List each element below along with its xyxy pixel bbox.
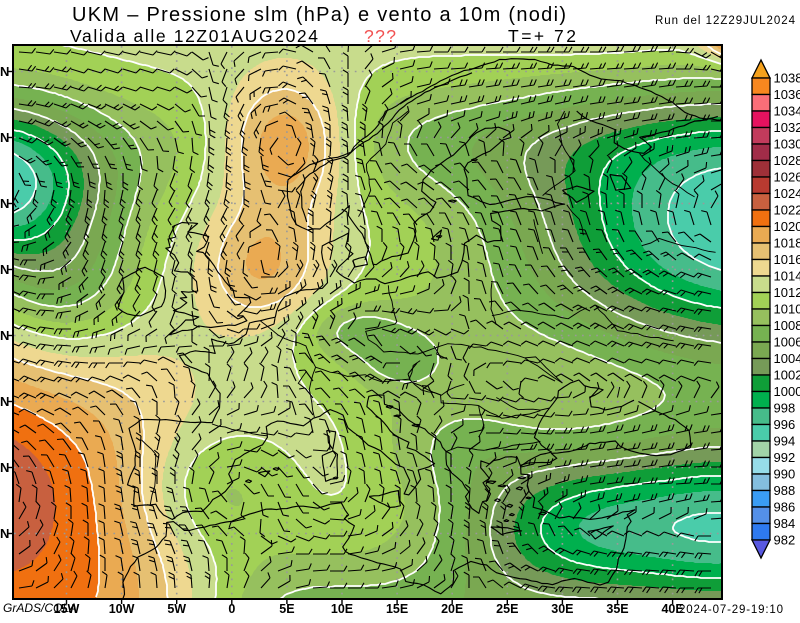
svg-text:982: 982 (774, 533, 796, 548)
svg-text:1024: 1024 (774, 186, 800, 201)
svg-text:20E: 20E (441, 602, 463, 616)
svg-text:994: 994 (774, 434, 796, 449)
svg-text:N: N (0, 262, 9, 277)
svg-text:25E: 25E (496, 602, 518, 616)
svg-text:1028: 1028 (774, 153, 800, 168)
svg-text:N: N (0, 526, 9, 541)
svg-text:990: 990 (774, 467, 796, 482)
svg-text:1036: 1036 (774, 87, 800, 102)
svg-text:5E: 5E (279, 602, 294, 616)
svg-text:1000: 1000 (774, 384, 800, 399)
svg-text:1018: 1018 (774, 236, 800, 251)
svg-text:Run del 12Z29JUL2024: Run del 12Z29JUL2024 (655, 15, 796, 27)
svg-text:1038: 1038 (774, 71, 800, 86)
svg-text:N: N (0, 196, 9, 211)
svg-text:???: ??? (364, 26, 396, 46)
svg-text:5W: 5W (167, 602, 186, 616)
svg-text:15E: 15E (386, 602, 408, 616)
svg-text:1012: 1012 (774, 285, 800, 300)
svg-text:Valida alle 12Z01AUG2024: Valida alle 12Z01AUG2024 (70, 26, 318, 46)
svg-text:GrADS/COLA: GrADS/COLA (3, 601, 77, 615)
svg-text:1008: 1008 (774, 318, 800, 333)
svg-text:2024-07-29-19:10: 2024-07-29-19:10 (679, 604, 783, 616)
svg-text:984: 984 (774, 516, 796, 531)
svg-text:N: N (0, 394, 9, 409)
svg-text:0: 0 (228, 602, 235, 616)
svg-text:1014: 1014 (774, 269, 800, 284)
svg-text:10E: 10E (331, 602, 353, 616)
svg-text:N: N (0, 64, 9, 79)
svg-text:1020: 1020 (774, 219, 800, 234)
svg-text:986: 986 (774, 500, 796, 515)
svg-text:1016: 1016 (774, 252, 800, 267)
svg-text:10W: 10W (109, 602, 135, 616)
svg-text:N: N (0, 460, 9, 475)
svg-text:N: N (0, 328, 9, 343)
svg-text:1004: 1004 (774, 351, 800, 366)
svg-text:30E: 30E (551, 602, 573, 616)
svg-text:35E: 35E (606, 602, 628, 616)
svg-text:998: 998 (774, 401, 796, 416)
svg-text:1006: 1006 (774, 335, 800, 350)
svg-text:N: N (0, 130, 9, 145)
svg-text:992: 992 (774, 450, 796, 465)
svg-text:1002: 1002 (774, 368, 800, 383)
svg-text:1026: 1026 (774, 170, 800, 185)
svg-text:988: 988 (774, 483, 796, 498)
svg-text:1030: 1030 (774, 137, 800, 152)
svg-text:1010: 1010 (774, 302, 800, 317)
svg-text:UKM – Pressione slm (hPa) e ve: UKM – Pressione slm (hPa) e vento a 10m … (72, 4, 566, 26)
svg-text:1034: 1034 (774, 104, 800, 119)
svg-text:T=+ 72: T=+ 72 (508, 26, 576, 46)
svg-text:1022: 1022 (774, 203, 800, 218)
svg-text:1032: 1032 (774, 120, 800, 135)
svg-text:996: 996 (774, 417, 796, 432)
